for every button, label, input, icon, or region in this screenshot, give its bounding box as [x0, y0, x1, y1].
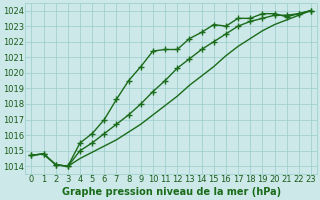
X-axis label: Graphe pression niveau de la mer (hPa): Graphe pression niveau de la mer (hPa) — [62, 187, 281, 197]
